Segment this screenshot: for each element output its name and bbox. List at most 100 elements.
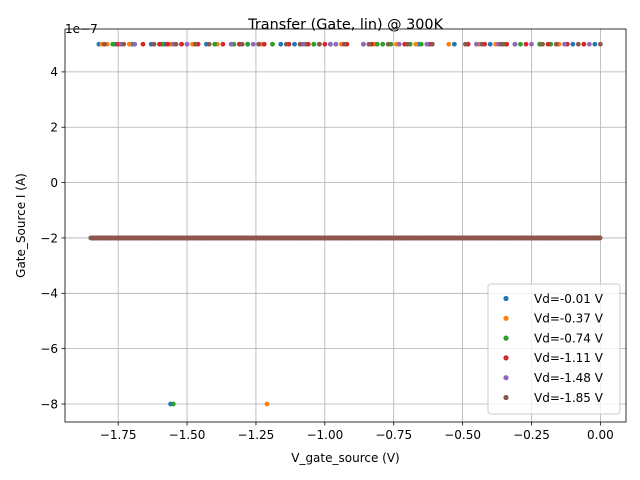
data-point xyxy=(102,41,107,47)
data-point xyxy=(140,41,146,47)
data-point xyxy=(581,41,587,47)
data-points xyxy=(88,41,603,407)
data-point xyxy=(250,41,256,47)
data-point xyxy=(151,41,157,47)
data-point xyxy=(311,41,317,47)
series-5 xyxy=(89,41,603,241)
data-point xyxy=(586,41,592,47)
data-point xyxy=(264,401,270,407)
data-point xyxy=(429,41,435,47)
x-tick-label: 0.00 xyxy=(587,428,614,442)
data-point xyxy=(562,41,567,47)
legend-marker xyxy=(503,355,509,361)
data-point xyxy=(126,41,132,47)
y-tick-label: −8 xyxy=(40,397,58,411)
data-point xyxy=(504,41,510,47)
x-tick-label: −1.75 xyxy=(100,428,137,442)
data-point xyxy=(385,41,391,47)
legend-marker xyxy=(503,335,509,341)
data-point xyxy=(206,41,212,47)
legend-entries: Vd=-0.01 V Vd=-0.37 V Vd=-0.74 V Vd=-1.11 V… xyxy=(503,292,604,405)
x-tick-label: −1.00 xyxy=(306,428,343,442)
data-point xyxy=(165,41,171,47)
data-point xyxy=(405,41,410,47)
data-point xyxy=(110,41,116,47)
data-point xyxy=(305,41,311,47)
data-point xyxy=(446,41,452,47)
data-point xyxy=(157,41,162,47)
data-point xyxy=(570,41,576,47)
data-point xyxy=(327,41,333,47)
data-point xyxy=(597,235,603,241)
data-point xyxy=(366,41,372,47)
x-tick-label: −0.25 xyxy=(513,428,550,442)
x-axis-label: V_gate_source (V) xyxy=(291,451,400,465)
data-point xyxy=(424,41,430,47)
data-point xyxy=(292,41,297,47)
data-point xyxy=(396,41,402,47)
data-point xyxy=(322,41,328,47)
data-point xyxy=(245,41,251,47)
y-tick-label: 0 xyxy=(50,176,58,190)
data-point xyxy=(473,41,479,47)
data-point xyxy=(179,41,184,47)
legend-label: Vd=-1.11 V xyxy=(534,351,604,365)
data-point xyxy=(597,41,603,47)
x-tick-label: −1.50 xyxy=(169,428,206,442)
data-point xyxy=(316,41,322,47)
data-point xyxy=(261,41,267,47)
y-tick-label: 2 xyxy=(50,121,58,135)
data-point xyxy=(487,41,493,47)
y-axis-label: Gate_Source I (A) xyxy=(14,173,28,278)
data-point xyxy=(451,41,457,47)
chart-title: Transfer (Gate, lin) @ 300K xyxy=(247,17,443,33)
data-point xyxy=(121,41,127,47)
data-point xyxy=(540,41,545,47)
data-point xyxy=(575,41,581,47)
data-point xyxy=(297,41,303,47)
x-tick-label: −0.50 xyxy=(444,428,481,442)
legend-label: Vd=-0.01 V xyxy=(534,292,604,306)
y-tick-label: −6 xyxy=(40,342,58,356)
y-tick-label: 4 xyxy=(50,65,58,79)
legend-marker xyxy=(503,315,509,321)
data-point xyxy=(341,41,347,47)
legend-label: Vd=-0.74 V xyxy=(534,331,604,345)
data-point xyxy=(592,41,598,47)
data-point xyxy=(418,41,424,47)
data-point xyxy=(361,41,366,47)
plot-frame xyxy=(64,28,627,423)
data-point xyxy=(413,41,419,47)
legend-marker xyxy=(503,295,509,302)
data-point xyxy=(283,41,289,47)
y-tick-label: −2 xyxy=(40,231,58,245)
data-point xyxy=(498,41,504,47)
data-point xyxy=(278,41,284,47)
data-point xyxy=(212,41,218,47)
legend-marker xyxy=(503,394,509,401)
legend: Vd=-0.01 V Vd=-0.37 V Vd=-0.74 V Vd=-1.11 V… xyxy=(487,283,621,415)
data-point xyxy=(529,41,534,47)
legend-marker xyxy=(503,375,509,381)
data-point xyxy=(228,41,234,47)
data-point xyxy=(256,41,262,47)
data-point xyxy=(518,41,523,47)
legend-label: Vd=-0.37 V xyxy=(534,312,604,326)
data-point xyxy=(220,41,226,47)
data-point xyxy=(270,41,275,47)
data-point xyxy=(545,41,551,47)
data-point xyxy=(374,41,380,47)
data-point xyxy=(553,41,559,47)
data-point xyxy=(170,401,176,407)
x-tick-label: −1.25 xyxy=(238,428,275,442)
data-point xyxy=(173,41,179,47)
data-point xyxy=(132,41,138,47)
data-point xyxy=(184,41,190,47)
data-point xyxy=(462,41,468,47)
x-tick-label: −0.75 xyxy=(375,428,412,442)
data-point xyxy=(333,41,339,47)
data-point xyxy=(239,41,245,47)
data-point xyxy=(523,41,529,47)
y-axis-multiplier: 1e−7 xyxy=(65,22,98,36)
